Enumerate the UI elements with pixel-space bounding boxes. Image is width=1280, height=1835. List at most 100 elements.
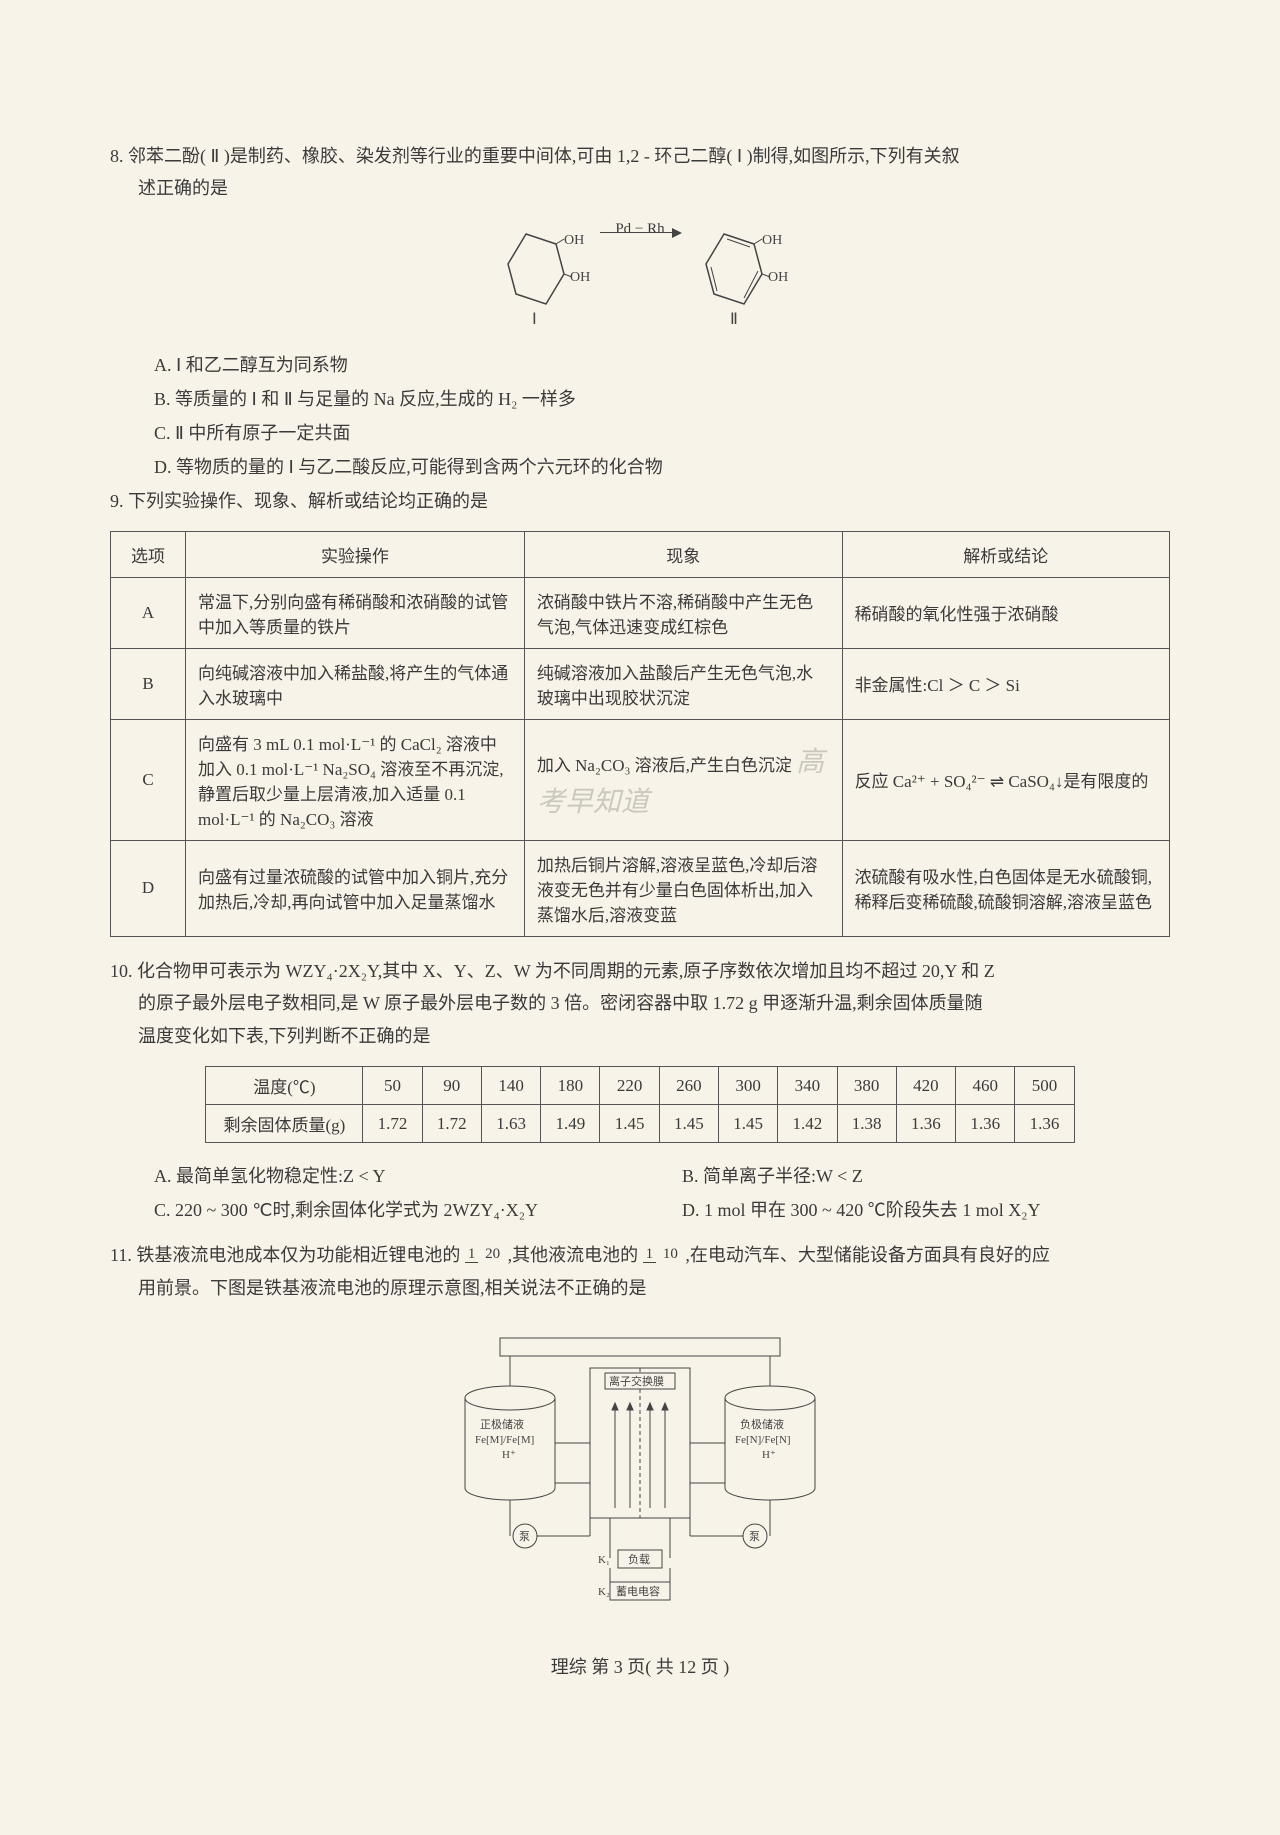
cell: 380 xyxy=(837,1067,896,1105)
row-ph: 加入 Na₂CO₃ 溶液后,产生白色沉淀 高考早知道 xyxy=(524,719,842,840)
table-row: C 向盛有 3 mL 0.1 mol·L⁻¹ 的 CaCl₂ 溶液中加入 0.1… xyxy=(111,719,1170,840)
svg-text:Ⅱ: Ⅱ xyxy=(730,311,738,328)
svg-text:蓄电电容: 蓄电电容 xyxy=(616,1584,660,1598)
frac-top: 1 xyxy=(465,1246,479,1263)
q10-stem-1: 10. 化合物甲可表示为 WZY₄·2X₂Y,其中 X、Y、Z、W 为不同周期的… xyxy=(110,955,1170,987)
svg-text:H⁺: H⁺ xyxy=(502,1449,516,1461)
frac-top: 1 xyxy=(643,1246,657,1263)
q10-option-d: D. 1 mol 甲在 300 ~ 420 ℃阶段失去 1 mol X₂Y xyxy=(682,1193,1170,1227)
q11-stem-part4: 用前景。下图是铁基液流电池的原理示意图,相关说法不正确的是 xyxy=(138,1272,1170,1304)
svg-text:K₁: K₁ xyxy=(598,1554,610,1566)
cell: 420 xyxy=(896,1067,955,1105)
svg-text:Fe[M]/Fe[M]: Fe[M]/Fe[M] xyxy=(475,1434,534,1446)
question-11: 11. 铁基液流电池成本仅为功能相近锂电池的 1 20 ,其他液流电池的 1 1… xyxy=(110,1239,1170,1304)
q10-option-a: A. 最简单氢化物稳定性:Z < Y xyxy=(154,1159,642,1193)
table-row: 温度(℃) 50 90 140 180 220 260 300 340 380 … xyxy=(206,1067,1074,1105)
svg-text:K₂: K₂ xyxy=(598,1586,610,1598)
svg-text:OH: OH xyxy=(570,270,590,285)
row-op: 向盛有 3 mL 0.1 mol·L⁻¹ 的 CaCl₂ 溶液中加入 0.1 m… xyxy=(186,719,525,840)
q9-table: 选项 实验操作 现象 解析或结论 A 常温下,分别向盛有稀硝酸和浓硝酸的试管中加… xyxy=(110,531,1170,937)
row-key: A xyxy=(111,577,186,648)
svg-text:离子交换膜: 离子交换膜 xyxy=(609,1374,664,1388)
q10-stem-3: 温度变化如下表,下列判断不正确的是 xyxy=(138,1020,1170,1052)
cell: 90 xyxy=(422,1067,481,1105)
cell: 1.72 xyxy=(422,1105,481,1143)
fraction-icon: 1 20 xyxy=(465,1247,503,1263)
page: 8. 邻苯二酚( Ⅱ )是制药、橡胶、染发剂等行业的重要中间体,可由 1,2 -… xyxy=(0,0,1280,1835)
q10-option-b: B. 简单离子半径:W < Z xyxy=(682,1159,1170,1193)
cell: 1.63 xyxy=(481,1105,540,1143)
cell: 1.45 xyxy=(600,1105,659,1143)
cell: 1.45 xyxy=(719,1105,778,1143)
row-op: 常温下,分别向盛有稀硝酸和浓硝酸的试管中加入等质量的铁片 xyxy=(186,577,525,648)
row-key: B xyxy=(111,648,186,719)
svg-text:泵: 泵 xyxy=(519,1530,530,1543)
cell: 460 xyxy=(956,1067,1015,1105)
fraction-icon: 1 10 xyxy=(643,1247,681,1263)
row-ph: 纯碱溶液加入盐酸后产生无色气泡,水玻璃中出现胶状沉淀 xyxy=(524,648,842,719)
cell: 260 xyxy=(659,1067,718,1105)
cell: 1.42 xyxy=(778,1105,837,1143)
table-row: 剩余固体质量(g) 1.72 1.72 1.63 1.49 1.45 1.45 … xyxy=(206,1105,1074,1143)
q8-option-d: D. 等物质的量的 Ⅰ 与乙二酸反应,可能得到含两个六元环的化合物 xyxy=(154,450,1170,484)
svg-text:OH: OH xyxy=(564,233,584,248)
cell: 1.49 xyxy=(541,1105,600,1143)
cell: 1.36 xyxy=(896,1105,955,1143)
q11-stem-part2: ,其他液流电池的 xyxy=(508,1245,639,1265)
cell: 140 xyxy=(481,1067,540,1105)
row-op: 向纯碱溶液中加入稀盐酸,将产生的气体通入水玻璃中 xyxy=(186,648,525,719)
svg-text:Fe[N]/Fe[N]: Fe[N]/Fe[N] xyxy=(735,1434,791,1446)
row-op: 向盛有过量浓硫酸的试管中加入铜片,充分加热后,冷却,再向试管中加入足量蒸馏水 xyxy=(186,840,525,936)
q10-stem-2: 的原子最外层电子数相同,是 W 原子最外层电子数的 3 倍。密闭容器中取 1.7… xyxy=(138,987,1170,1019)
frac-bot: 10 xyxy=(660,1246,681,1262)
q11-stem-part1: 11. 铁基液流电池成本仅为功能相近锂电池的 xyxy=(110,1245,460,1265)
q9-stem: 9. 下列实验操作、现象、解析或结论均正确的是 xyxy=(110,491,488,511)
svg-text:H⁺: H⁺ xyxy=(762,1449,776,1461)
cell: 340 xyxy=(778,1067,837,1105)
cell: 220 xyxy=(600,1067,659,1105)
frac-bot: 20 xyxy=(482,1246,503,1262)
row-cc: 稀硝酸的氧化性强于浓硝酸 xyxy=(842,577,1169,648)
col-conclusion: 解析或结论 xyxy=(842,531,1169,577)
row-ph: 加热后铜片溶解,溶液呈蓝色,冷却后溶液变无色并有少量白色固体析出,加入蒸馏水后,… xyxy=(524,840,842,936)
row-cc: 浓硫酸有吸水性,白色固体是无水硫酸铜,稀释后变稀硫酸,硫酸铜溶解,溶液呈蓝色 xyxy=(842,840,1169,936)
cell: 180 xyxy=(541,1067,600,1105)
cell: 1.38 xyxy=(837,1105,896,1143)
col-operation: 实验操作 xyxy=(186,531,525,577)
q11-flow-battery-diagram: 离子交换膜 正极储液 Fe[M]/Fe[M] H⁺ 负极储液 Fe[N]/Fe[… xyxy=(110,1318,1170,1623)
q8-structure-diagram: OH OH Ⅰ Pd − Rh OH OH Ⅱ xyxy=(110,219,1170,334)
q8-stem-line2: 述正确的是 xyxy=(138,172,1170,204)
svg-text:OH: OH xyxy=(762,233,782,248)
row-cc: 反应 Ca²⁺ + SO₄²⁻ ⇌ CaSO₄↓是有限度的 xyxy=(842,719,1169,840)
svg-text:负极储液: 负极储液 xyxy=(740,1417,784,1431)
q8-options: A. Ⅰ 和乙二醇互为同系物 B. 等质量的 Ⅰ 和 Ⅱ 与足量的 Na 反应,… xyxy=(154,348,1170,485)
row-key: C xyxy=(111,719,186,840)
q11-stem-part3: ,在电动汽车、大型储能设备方面具有良好的应 xyxy=(685,1245,1050,1265)
reaction-arrow-icon xyxy=(600,232,680,233)
row-label: 剩余固体质量(g) xyxy=(206,1105,363,1143)
cell: 50 xyxy=(363,1067,422,1105)
cell: 1.36 xyxy=(1015,1105,1074,1143)
row-cc: 非金属性:Cl ＞ C ＞ Si xyxy=(842,648,1169,719)
q8-stem-line1: 8. 邻苯二酚( Ⅱ )是制药、橡胶、染发剂等行业的重要中间体,可由 1,2 -… xyxy=(110,140,1170,172)
table-row: B 向纯碱溶液中加入稀盐酸,将产生的气体通入水玻璃中 纯碱溶液加入盐酸后产生无色… xyxy=(111,648,1170,719)
row-ph: 浓硝酸中铁片不溶,稀硝酸中产生无色气泡,气体迅速变成红棕色 xyxy=(524,577,842,648)
page-footer: 理综 第 3 页( 共 12 页 ) xyxy=(110,1653,1170,1679)
svg-text:正极储液: 正极储液 xyxy=(480,1417,524,1431)
benzene-diol-icon: OH OH Ⅱ xyxy=(684,219,794,334)
q8-option-a: A. Ⅰ 和乙二醇互为同系物 xyxy=(154,348,1170,382)
col-option: 选项 xyxy=(111,531,186,577)
cell: 1.45 xyxy=(659,1105,718,1143)
table-row: D 向盛有过量浓硫酸的试管中加入铜片,充分加热后,冷却,再向试管中加入足量蒸馏水… xyxy=(111,840,1170,936)
cyclohexane-diol-icon: OH OH Ⅰ xyxy=(486,219,596,334)
question-10: 10. 化合物甲可表示为 WZY₄·2X₂Y,其中 X、Y、Z、W 为不同周期的… xyxy=(110,955,1170,1052)
col-phenomenon: 现象 xyxy=(524,531,842,577)
catalyst-label: Pd − Rh xyxy=(615,221,664,238)
svg-text:负载: 负载 xyxy=(628,1552,650,1566)
question-9: 9. 下列实验操作、现象、解析或结论均正确的是 xyxy=(110,485,1170,517)
svg-text:OH: OH xyxy=(768,270,788,285)
row-ph-text: 加入 Na₂CO₃ 溶液后,产生白色沉淀 xyxy=(537,756,792,775)
cell: 1.36 xyxy=(956,1105,1015,1143)
cell: 1.72 xyxy=(363,1105,422,1143)
q10-options: A. 最简单氢化物稳定性:Z < Y B. 简单离子半径:W < Z C. 22… xyxy=(154,1159,1170,1227)
